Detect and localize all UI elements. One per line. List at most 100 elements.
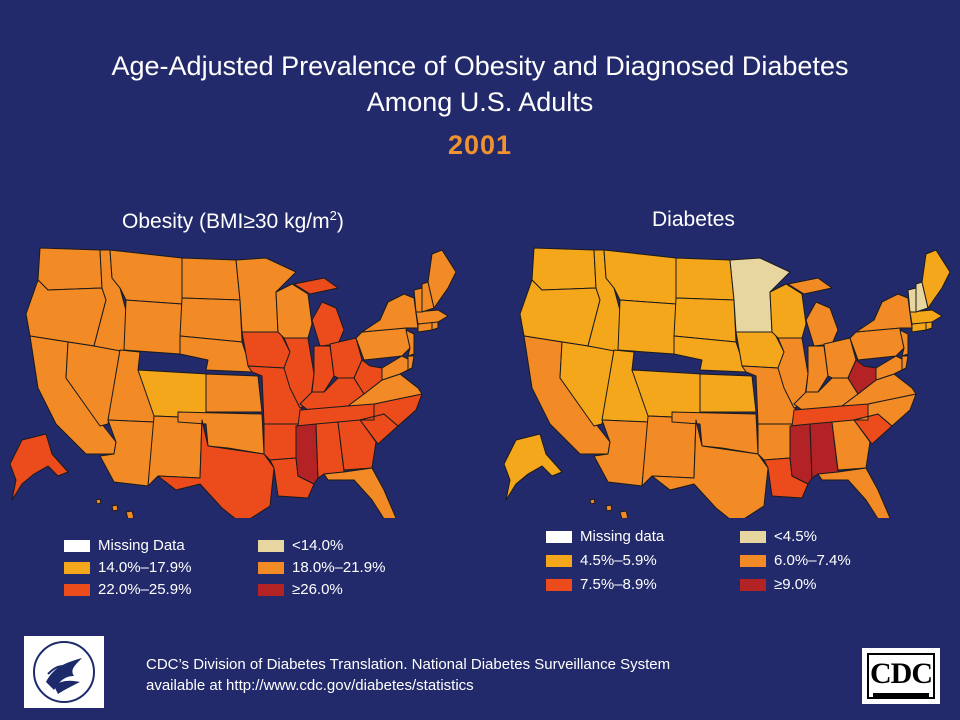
legend-label: 22.0%–25.9% (98, 581, 192, 598)
legend-item: 14.0%–17.9% (64, 557, 191, 579)
state-fl (323, 467, 397, 518)
state-pa (849, 327, 905, 361)
legend-item: <4.5% (740, 526, 851, 548)
state-hi (589, 498, 629, 518)
legend-swatch (740, 579, 766, 591)
legend-label: Missing Data (98, 537, 185, 554)
state-me (427, 249, 457, 309)
legend-item: ≥9.0% (740, 574, 851, 596)
legend-swatch (258, 562, 284, 574)
obesity-map-title: Obesity (BMI≥30 kg/m2) (122, 208, 344, 234)
state-ma (909, 309, 943, 325)
legend-label: 4.5%–5.9% (580, 552, 657, 569)
legend-label: ≥9.0% (774, 576, 817, 593)
legend-swatch (64, 540, 90, 552)
state-sd (673, 297, 737, 343)
legend-label: <4.5% (774, 528, 817, 545)
state-me (921, 249, 951, 309)
state-nj (899, 329, 909, 357)
state-wa (531, 247, 597, 291)
state-nd (181, 257, 241, 301)
state-ma (415, 309, 449, 325)
state-or (25, 279, 107, 347)
state-nm (641, 415, 697, 487)
state-or (519, 279, 601, 347)
obesity-title-sup: 2 (329, 208, 337, 223)
state-ak (503, 433, 563, 501)
cdc-logo: CDC (862, 648, 940, 704)
legend-swatch (258, 540, 284, 552)
obesity-legend: Missing Data 14.0%–17.9% 22.0%–25.9% (64, 535, 191, 601)
state-wa (37, 247, 103, 291)
legend-item: <14.0% (258, 535, 385, 557)
legend-item: 18.0%–21.9% (258, 557, 385, 579)
legend-item: Missing Data (64, 535, 191, 557)
state-vt (907, 287, 917, 313)
state-wi (769, 283, 807, 339)
state-ar (263, 423, 299, 461)
state-nc (359, 393, 423, 427)
state-ks (205, 373, 263, 413)
year-label: 2001 (447, 130, 513, 160)
state-ri (431, 321, 439, 331)
legend-label: 7.5%–8.9% (580, 576, 657, 593)
state-ny (855, 293, 913, 333)
state-wy (123, 299, 183, 355)
state-nj (405, 329, 415, 357)
state-ms (295, 423, 319, 485)
obesity-map (9, 247, 457, 518)
state-nm (147, 415, 203, 487)
title-line-2: Among U.S. Adults (366, 87, 594, 117)
title-line-1: Age-Adjusted Prevalence of Obesity and D… (111, 51, 849, 81)
obesity-legend-2: <14.0% 18.0%–21.9% ≥26.0% (258, 535, 385, 601)
legend-swatch (64, 562, 90, 574)
state-ga (337, 419, 377, 471)
legend-label: 14.0%–17.9% (98, 559, 192, 576)
state-fl (817, 467, 891, 518)
state-nd (675, 257, 735, 301)
obesity-title-main: Obesity (BMI≥30 kg/m (122, 210, 330, 233)
legend-label: ≥26.0% (292, 581, 343, 598)
legend-swatch (546, 555, 572, 567)
legend-item: 6.0%–7.4% (740, 550, 851, 572)
state-ks (699, 373, 757, 413)
state-wy (617, 299, 677, 355)
footer-line-2: available at http://www.cdc.gov/diabetes… (146, 677, 474, 694)
diabetes-map-title: Diabetes (652, 208, 735, 231)
cdc-logo-stripe (873, 693, 929, 699)
state-pa (355, 327, 411, 361)
state-ak (9, 433, 69, 501)
state-ar (757, 423, 793, 461)
state-de (901, 355, 909, 371)
legend-swatch (258, 584, 284, 596)
state-ga (831, 419, 871, 471)
state-wi (275, 283, 313, 339)
cdc-logo-frame: CDC (867, 653, 935, 699)
state-vt (413, 287, 423, 313)
state-hi (95, 498, 135, 518)
state-ny (361, 293, 419, 333)
legend-swatch (546, 531, 572, 543)
legend-label: 18.0%–21.9% (292, 559, 386, 576)
legend-item: 7.5%–8.9% (546, 574, 664, 596)
legend-item: Missing data (546, 526, 664, 548)
diabetes-legend: Missing data 4.5%–5.9% 7.5%–8.9% (546, 526, 664, 596)
legend-label: Missing data (580, 528, 665, 545)
footer-line-1: CDC’s Division of Diabetes Translation. … (146, 656, 671, 673)
legend-swatch (740, 531, 766, 543)
state-ms (789, 423, 813, 485)
legend-swatch (740, 555, 766, 567)
legend-swatch (546, 579, 572, 591)
state-de (407, 355, 415, 371)
state-nc (853, 393, 917, 427)
legend-swatch (64, 584, 90, 596)
state-sd (179, 297, 243, 343)
diabetes-legend-2: <4.5% 6.0%–7.4% ≥9.0% (740, 526, 851, 596)
source-footer: CDC’s Division of Diabetes Translation. … (146, 654, 846, 696)
state-ne (179, 335, 253, 373)
slide-title: Age-Adjusted Prevalence of Obesity and D… (0, 48, 960, 120)
state-ri (925, 321, 933, 331)
legend-item: 4.5%–5.9% (546, 550, 664, 572)
state-tx (157, 419, 275, 518)
legend-item: 22.0%–25.9% (64, 579, 191, 601)
